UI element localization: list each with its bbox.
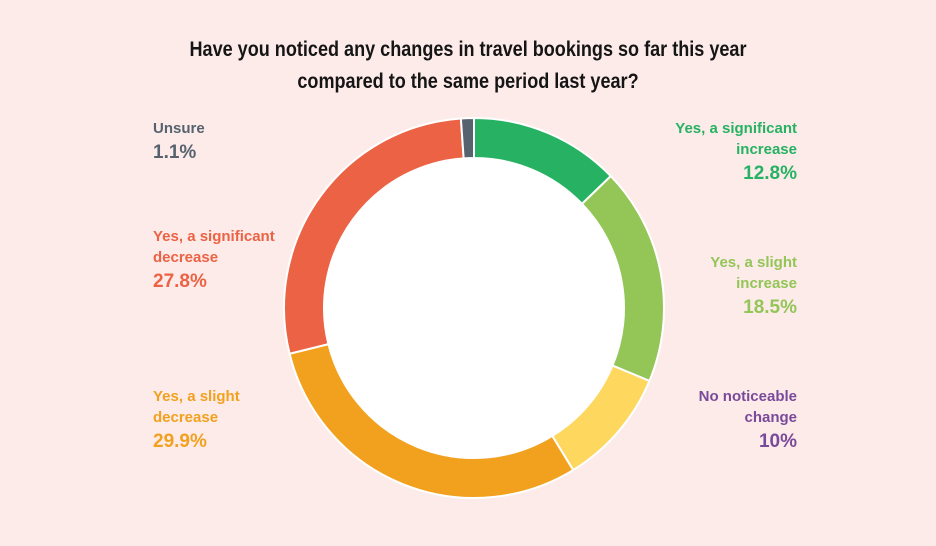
chart-title: Have you noticed any changes in travel b… bbox=[66, 34, 871, 98]
slice-name: Yes, a significant decrease bbox=[153, 228, 275, 266]
slice-value: 27.8% bbox=[153, 271, 207, 292]
label-significant-decrease: Yes, a significant decrease 27.8% bbox=[153, 226, 275, 295]
chart-title-line-1: Have you noticed any changes in travel b… bbox=[189, 38, 747, 61]
label-slight-decrease: Yes, a slight decrease 29.9% bbox=[153, 386, 240, 455]
slice-name: Yes, a slight decrease bbox=[153, 388, 240, 426]
slice-name: Yes, a significant increase bbox=[675, 120, 797, 158]
chart-title-line-2: compared to the same period last year? bbox=[297, 70, 639, 93]
slice-value: 10% bbox=[758, 431, 797, 452]
label-significant-increase: Yes, a significant increase 12.8% bbox=[675, 118, 797, 187]
slice-value: 1.1% bbox=[153, 142, 197, 163]
donut-hole bbox=[324, 158, 624, 458]
label-unsure: Unsure 1.1% bbox=[153, 118, 205, 166]
slice-value: 12.8% bbox=[743, 163, 797, 184]
label-slight-increase: Yes, a slight increase 18.5% bbox=[710, 252, 797, 321]
slice-name: No noticeable change bbox=[698, 388, 797, 426]
slice-name: Unsure bbox=[153, 120, 205, 137]
donut-slice-5 bbox=[459, 116, 475, 160]
slice-value: 18.5% bbox=[743, 297, 797, 318]
slice-value: 29.9% bbox=[153, 431, 207, 452]
slice-name: Yes, a slight increase bbox=[710, 254, 797, 292]
label-no-change: No noticeable change 10% bbox=[699, 386, 797, 455]
